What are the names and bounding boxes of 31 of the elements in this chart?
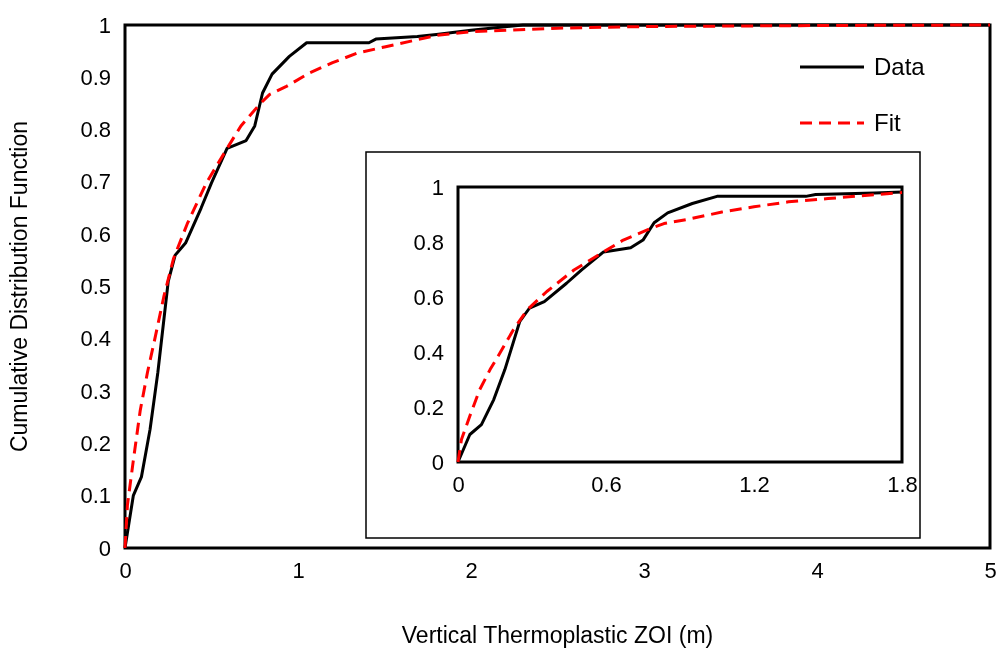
y-axis-title: Cumulative Distribution Function [6, 120, 32, 453]
y-tick-label: 0.8 [413, 229, 444, 255]
y-tick-label: 0 [98, 535, 111, 561]
x-tick-label: 0 [452, 471, 465, 497]
x-tick-label: 0 [119, 557, 132, 583]
x-tick-label: 1.2 [739, 471, 770, 497]
x-tick-label: 1.8 [887, 471, 918, 497]
legend-label: Data [874, 53, 926, 80]
y-tick-label: 0.1 [80, 483, 111, 509]
y-tick-label: 0 [431, 449, 444, 475]
y-tick-label: 0.4 [80, 326, 111, 352]
y-tick-label: 0.2 [413, 394, 444, 420]
x-tick-label: 1 [292, 557, 305, 583]
y-tick-label: 0.4 [413, 339, 444, 365]
y-tick-label: 0.6 [80, 221, 111, 247]
x-tick-label: 4 [811, 557, 824, 583]
y-tick-label: 1 [431, 174, 444, 200]
y-tick-label: 0.5 [80, 274, 111, 300]
y-tick-label: 1 [98, 12, 111, 38]
x-axis-title: Vertical Thermoplastic ZOI (m) [401, 622, 714, 648]
y-tick-label: 0.7 [80, 169, 111, 195]
x-tick-label: 5 [984, 557, 997, 583]
y-tick-label: 0.3 [80, 378, 111, 404]
legend-label: Fit [874, 109, 901, 136]
x-tick-label: 0.6 [591, 471, 622, 497]
x-tick-label: 3 [638, 557, 651, 583]
y-tick-label: 0.2 [80, 430, 111, 456]
y-tick-label: 0.8 [80, 117, 111, 143]
y-tick-label: 0.9 [80, 64, 111, 90]
y-tick-label: 0.6 [413, 284, 444, 310]
x-tick-label: 2 [465, 557, 478, 583]
